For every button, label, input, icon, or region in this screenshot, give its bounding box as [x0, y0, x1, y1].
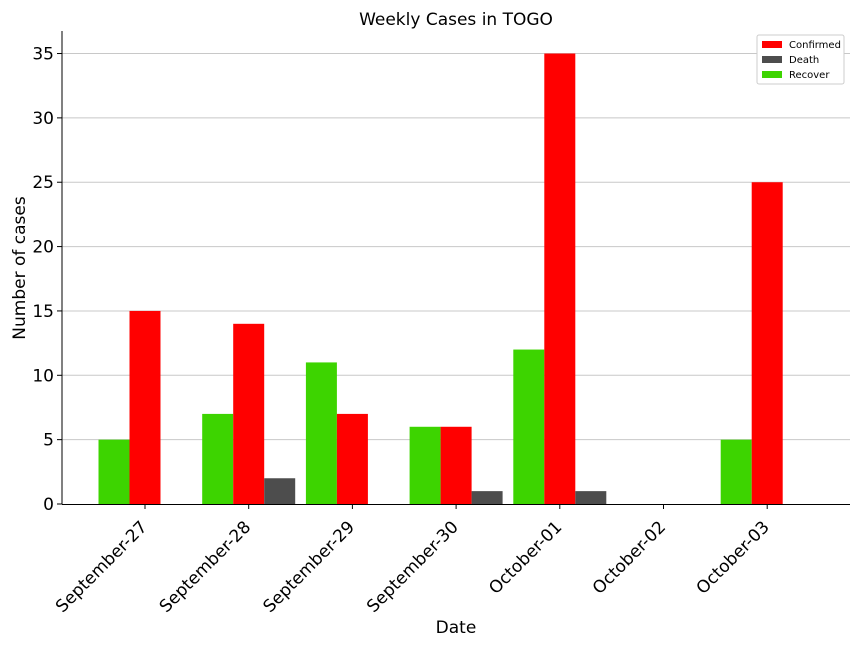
bar-recover — [98, 439, 130, 504]
y-tick-label: 5 — [43, 431, 54, 451]
bars — [98, 53, 783, 505]
legend-label-recover: Recover — [789, 70, 830, 81]
x-tick-label: September-30 — [363, 517, 462, 616]
bar-recover — [409, 426, 441, 504]
legend: Confirmed Death Recover — [756, 34, 845, 85]
bar-recover — [513, 349, 545, 504]
bar-confirmed — [336, 413, 368, 504]
x-tick-label: September-29 — [259, 517, 358, 616]
bar-confirmed — [751, 182, 783, 504]
y-ticks: 0 5 10 15 20 25 30 35 — [32, 45, 62, 515]
legend-swatch-confirmed — [762, 41, 782, 48]
bar-death — [471, 491, 503, 504]
x-tick-label: October-01 — [485, 517, 566, 598]
bar-confirmed — [440, 426, 472, 504]
x-tick-label: September-27 — [52, 517, 151, 616]
bar-death — [575, 491, 607, 504]
bar-confirmed — [233, 323, 265, 504]
y-tick-label: 35 — [32, 45, 54, 65]
bar-confirmed — [129, 310, 161, 504]
x-tick-label: October-02 — [589, 517, 670, 598]
bar-confirmed — [544, 53, 576, 505]
legend-swatch-recover — [762, 71, 782, 78]
legend-label-confirmed: Confirmed — [789, 40, 841, 51]
x-ticks: September-27 September-28 September-29 Sept… — [52, 504, 774, 617]
chart-title: Weekly Cases in TOGO — [359, 10, 553, 30]
bar-recover — [720, 439, 752, 504]
y-tick-label: 30 — [32, 109, 54, 129]
gridlines — [62, 53, 850, 441]
y-tick-label: 20 — [32, 238, 54, 258]
x-tick-label: September-28 — [156, 517, 255, 616]
bar-death — [264, 478, 296, 504]
x-axis-label: Date — [436, 618, 477, 638]
y-tick-label: 25 — [32, 173, 54, 193]
y-tick-label: 15 — [32, 302, 54, 322]
y-tick-label: 0 — [43, 495, 54, 515]
x-tick-label: October-03 — [693, 517, 774, 598]
bar-recover — [305, 362, 337, 504]
legend-swatch-death — [762, 56, 782, 63]
y-axis-label: Number of cases — [10, 196, 30, 340]
y-tick-label: 10 — [32, 366, 54, 386]
legend-label-death: Death — [789, 55, 819, 66]
bar-recover — [202, 413, 234, 504]
